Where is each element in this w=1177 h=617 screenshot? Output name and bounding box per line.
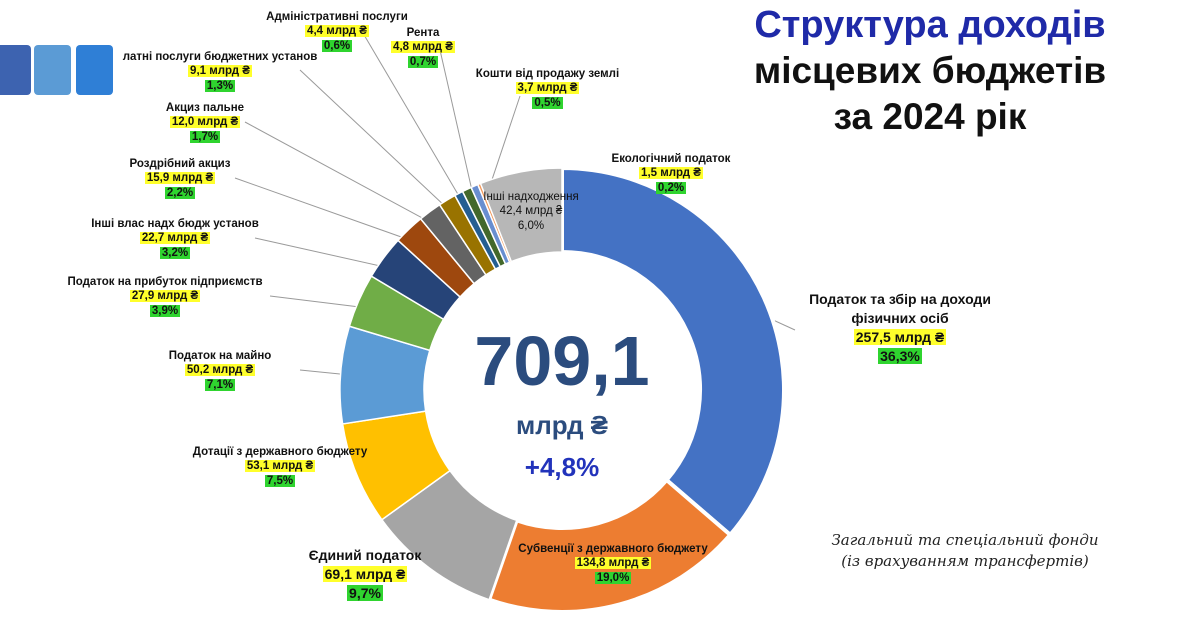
- label-amount: 69,1 млрд ₴: [322, 565, 408, 582]
- label-percent: 1,7%: [189, 130, 221, 143]
- label-name: Акциз пальне: [165, 102, 245, 114]
- label-amount: 9,1 млрд ₴: [188, 65, 252, 78]
- title-line-1: Структура доходів: [754, 4, 1106, 46]
- label-amount: 12,0 млрд ₴: [169, 116, 241, 129]
- label-name: Інші влас надх бюдж установ: [91, 218, 259, 230]
- label-percent: 0,2%: [655, 181, 687, 194]
- leader-line-11: [439, 49, 477, 210]
- logo-square-3: [76, 45, 113, 95]
- label-percent: 0,5%: [532, 96, 563, 109]
- label-property-tax: Податок на майно 50,2 млрд ₴ 7,1%: [140, 349, 300, 392]
- label-profit-tax: Податок на прибуток підприємств 27,9 млр…: [60, 275, 270, 318]
- funds-note-line-2: (із врахуванням трансфертів): [841, 552, 1089, 570]
- label-percent: 36,3%: [878, 347, 922, 364]
- label-rent: Рента 4,8 млрд ₴ 0,7%: [388, 26, 458, 69]
- label-name: Інші надходження: [483, 191, 579, 203]
- label-amount: 27,9 млрд ₴: [129, 290, 201, 303]
- leader-line-6: [254, 237, 402, 272]
- label-name: Субвенції з державного бюджету: [518, 543, 708, 555]
- label-amount: 42,4 млрд ₴: [499, 205, 563, 218]
- center-growth: +4,8%: [524, 452, 600, 482]
- label-land-sale: Кошти від продажу землі 3,7 млрд ₴ 0,5%: [470, 67, 625, 110]
- label-percent: 1,3%: [204, 79, 236, 92]
- label-percent: 7,1%: [204, 378, 236, 391]
- logo-square-1: [0, 45, 31, 95]
- label-other-own-income: Інші влас надх бюдж установ 22,7 млрд ₴ …: [80, 217, 270, 260]
- label-single-tax: Єдиний податок 69,1 млрд ₴ 9,7%: [290, 546, 440, 603]
- funds-note-line-1: Загальний та спеціальний фонди: [831, 531, 1099, 549]
- label-amount: 53,1 млрд ₴: [244, 460, 316, 473]
- label-name: Рента: [406, 27, 440, 39]
- label-name: Адміністративні послуги: [266, 11, 408, 23]
- logo-square-2: [34, 45, 71, 95]
- label-percent: 7,5%: [264, 474, 296, 487]
- label-percent: 3,9%: [149, 304, 181, 317]
- label-percent: 3,2%: [159, 246, 191, 259]
- label-amount: 4,4 млрд ₴: [305, 25, 369, 38]
- label-amount: 257,5 млрд ₴: [853, 328, 947, 345]
- leader-line-10: [359, 27, 470, 214]
- label-name: Податок на прибуток підприємств: [67, 276, 263, 288]
- funds-note: Загальний та спеціальний фонди (із враху…: [830, 530, 1100, 572]
- label-amount: 22,7 млрд ₴: [139, 232, 211, 245]
- label-admin-services: Адміністративні послуги 4,4 млрд ₴ 0,6%: [262, 10, 412, 53]
- label-percent: 6,0%: [517, 219, 545, 232]
- label-name: Податок та збір на доходи фізичних осіб: [809, 291, 991, 326]
- label-name: Дотації з державного бюджету: [192, 446, 368, 458]
- label-amount: 50,2 млрд ₴: [184, 364, 256, 377]
- donut-slice-1: [486, 477, 734, 614]
- label-grants: Дотації з державного бюджету 53,1 млрд ₴…: [180, 445, 380, 488]
- donut-slice-0: [560, 165, 786, 538]
- label-amount: 4,8 млрд ₴: [391, 41, 455, 54]
- label-amount: 3,7 млрд ₴: [515, 82, 580, 95]
- label-name: латні послуги бюджетних установ: [122, 51, 318, 63]
- label-amount: 1,5 млрд ₴: [639, 167, 703, 180]
- title-line-3: за 2024 рік: [833, 96, 1027, 137]
- label-paid-services: латні послуги бюджетних установ 9,1 млрд…: [120, 50, 320, 93]
- leader-line-9: [299, 69, 459, 220]
- label-percent: 2,2%: [164, 186, 196, 199]
- title-line-2: місцевих бюджетів: [753, 50, 1107, 91]
- label-fuel-excise: Акциз пальне 12,0 млрд ₴ 1,7%: [150, 101, 260, 144]
- label-other-income: Інші надходження 42,4 млрд ₴ 6,0%: [472, 190, 590, 233]
- label-percent: 0,6%: [321, 39, 353, 52]
- label-name: Екологічний податок: [611, 153, 731, 165]
- label-percent: 0,7%: [407, 55, 439, 68]
- center-total: 709,1: [474, 322, 650, 400]
- donut-slices: [339, 165, 786, 614]
- label-percent: 9,7%: [347, 584, 383, 601]
- label-amount: 134,8 млрд ₴: [574, 557, 652, 570]
- label-pdfo: Податок та збір на доходи фізичних осіб …: [790, 290, 1010, 366]
- label-retail-excise: Роздрібний акциз 15,9 млрд ₴ 2,2%: [115, 157, 245, 200]
- label-subventions: Субвенції з державного бюджету 134,8 млр…: [508, 542, 718, 585]
- leader-line-8: [244, 121, 444, 230]
- donut-slice-14: [479, 167, 563, 263]
- label-name: Роздрібний акциз: [129, 158, 231, 170]
- center-unit: млрд ₴: [515, 410, 609, 440]
- label-name: Єдиний податок: [308, 547, 422, 563]
- leader-line-7: [234, 177, 425, 246]
- label-percent: 19,0%: [594, 571, 632, 584]
- label-name: Податок на майно: [168, 350, 272, 362]
- label-name: Кошти від продажу землі: [475, 68, 620, 80]
- label-eco-tax: Екологічний податок 1,5 млрд ₴ 0,2%: [606, 152, 736, 195]
- label-amount: 15,9 млрд ₴: [144, 172, 216, 185]
